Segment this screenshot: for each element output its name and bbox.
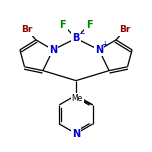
Text: Me: Me (72, 94, 83, 103)
Text: F: F (60, 19, 66, 29)
Text: N: N (95, 45, 103, 55)
Text: B: B (72, 33, 80, 43)
Text: −: − (79, 29, 85, 38)
Text: Br: Br (119, 25, 131, 34)
Text: F: F (86, 19, 92, 29)
Text: N: N (49, 45, 57, 55)
Text: Br: Br (21, 25, 33, 34)
Text: +: + (102, 40, 108, 49)
Text: N: N (72, 129, 80, 139)
